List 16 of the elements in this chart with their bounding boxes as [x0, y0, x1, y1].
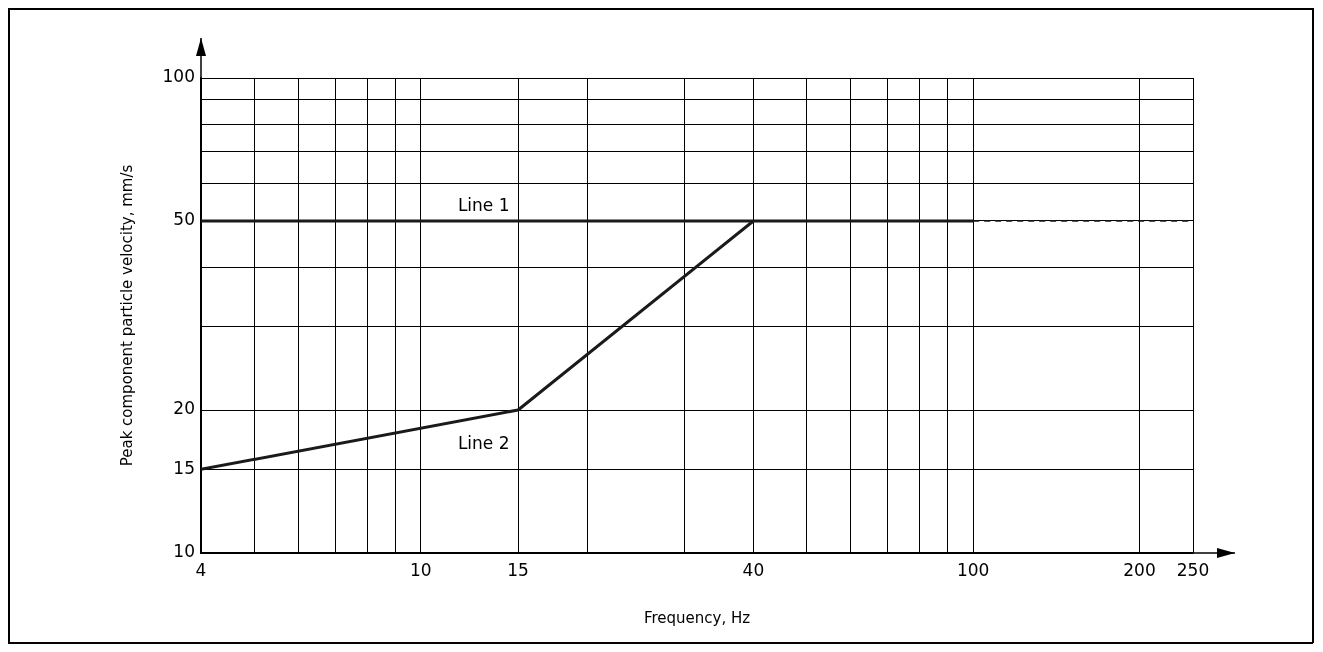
- y-tick-label: 10: [173, 541, 195, 562]
- x-tick-label: 40: [742, 559, 765, 580]
- series-label: Line 2: [457, 433, 510, 454]
- y-tick-label: 100: [162, 66, 195, 87]
- x-tick-label: 250: [1176, 559, 1210, 580]
- series-label: Line 1: [457, 194, 510, 215]
- x-tick-label: 10: [409, 559, 432, 580]
- y-tick-label: 15: [173, 457, 195, 478]
- x-tick-label: 100: [956, 559, 990, 580]
- y-tick-label: 20: [173, 398, 195, 419]
- y-axis-title: Peak component particle velocity, mm/s: [117, 164, 136, 467]
- x-tick-label: 200: [1123, 559, 1156, 580]
- y-tick-label: 50: [173, 209, 195, 230]
- x-axis-title: Frequency, Hz: [643, 608, 751, 627]
- x-tick-label: 4: [195, 559, 207, 580]
- x-tick-label: 15: [507, 559, 529, 580]
